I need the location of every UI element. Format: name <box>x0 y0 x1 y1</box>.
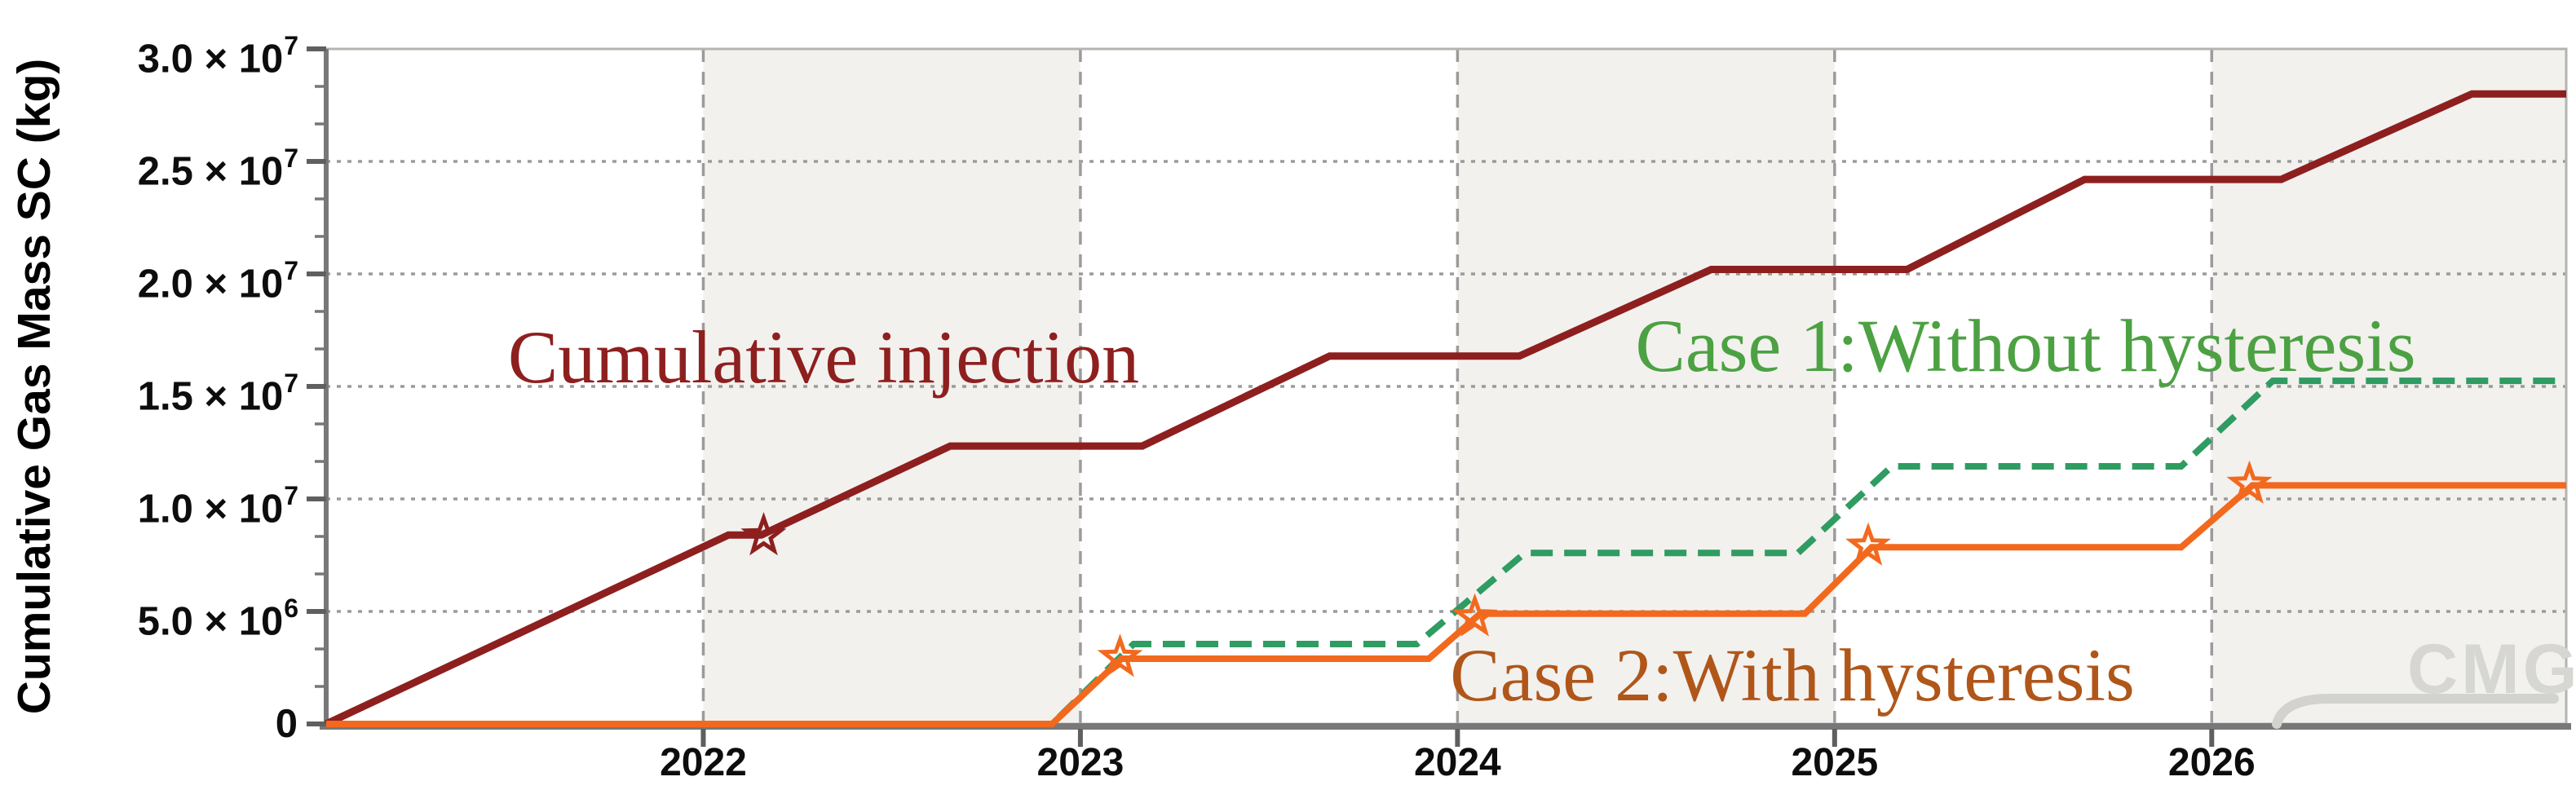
y-tick-label-3: 1.5 × 107 <box>137 368 298 419</box>
cmg-watermark-swoosh <box>2272 694 2559 729</box>
annotation-case2-with-hysteresis: Case 2:With hysteresis <box>1450 633 2135 717</box>
x-tick-label-2026: 2026 <box>2167 741 2256 784</box>
annotation-cumulative-injection: Cumulative injection <box>507 316 1140 399</box>
x-tick-label-2022: 2022 <box>660 741 747 784</box>
y-tick-label-2: 1.0 × 107 <box>137 481 298 532</box>
star-marker-series-2 <box>1451 593 1498 637</box>
x-tick-label-2023: 2023 <box>1036 741 1125 784</box>
cmg-watermark: CMG <box>2407 630 2576 708</box>
x-tick-label-2025: 2025 <box>1791 741 1879 784</box>
y-tick-label-6: 3.0 × 107 <box>137 31 298 82</box>
star-marker-series-2 <box>1845 522 1891 566</box>
y-tick-label-5: 2.5 × 107 <box>137 143 298 194</box>
series-line-0 <box>325 90 2566 728</box>
x-tick-label-2024: 2024 <box>1413 741 1501 784</box>
annotation-case1-without-hysteresis: Case 1:Without hysteresis <box>1635 304 2416 387</box>
series-line-2 <box>326 482 2566 727</box>
star-marker-series-0 <box>740 512 787 556</box>
y-tick-label-4: 2.0 × 107 <box>137 256 298 307</box>
star-marker-series-2 <box>1097 633 1143 677</box>
star-marker-series-2 <box>2226 460 2273 504</box>
y-tick-label-0: 0 <box>275 702 298 746</box>
y-tick-label-1: 5.0 × 106 <box>137 594 298 644</box>
